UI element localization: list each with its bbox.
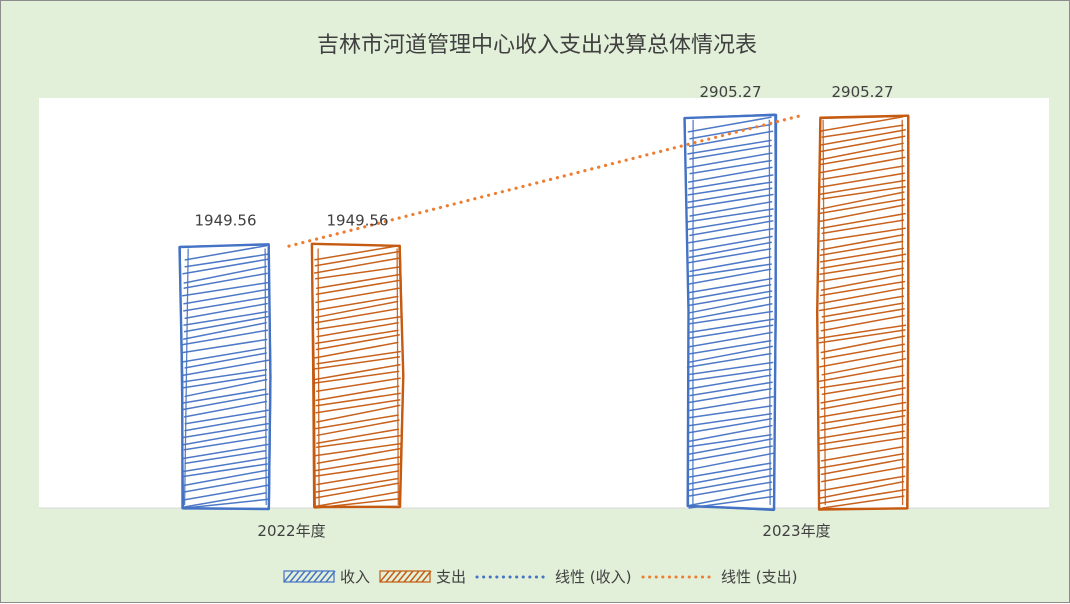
legend: 收入 支出 线性 (收入) 线性 (支出) bbox=[283, 568, 797, 586]
data-label-income-1: 1949.56 bbox=[194, 212, 256, 230]
x-tick-label-2: 2023年度 bbox=[762, 522, 830, 540]
chart-title: 吉林市河道管理中心收入支出决算总体情况表 bbox=[317, 33, 757, 58]
data-label-income-2: 2905.27 bbox=[699, 83, 761, 101]
legend-swatch-expense bbox=[379, 570, 432, 583]
bar-income-2 bbox=[683, 113, 778, 512]
trendline-expense bbox=[287, 113, 803, 248]
legend-swatch-income bbox=[283, 570, 336, 583]
legend-label-income: 收入 bbox=[340, 568, 370, 586]
legend-label-trendline-income: 线性 (收入) bbox=[555, 568, 631, 586]
data-label-expense-1: 1949.56 bbox=[326, 212, 388, 230]
trendline-layer bbox=[287, 113, 803, 248]
bar-income-1 bbox=[178, 243, 272, 511]
legend-label-trendline-expense: 线性 (支出) bbox=[721, 568, 797, 586]
bar-expense-1 bbox=[310, 242, 405, 509]
x-axis-ticks: 2022年度 2023年度 bbox=[257, 522, 830, 540]
bar-expense-2 bbox=[816, 114, 910, 511]
data-label-expense-2: 2905.27 bbox=[831, 83, 893, 101]
data-labels: 1949.56 1949.56 2905.27 2905.27 bbox=[194, 83, 893, 230]
legend-label-expense: 支出 bbox=[436, 568, 466, 586]
x-tick-label-1: 2022年度 bbox=[257, 522, 325, 540]
bars-layer bbox=[178, 113, 910, 512]
